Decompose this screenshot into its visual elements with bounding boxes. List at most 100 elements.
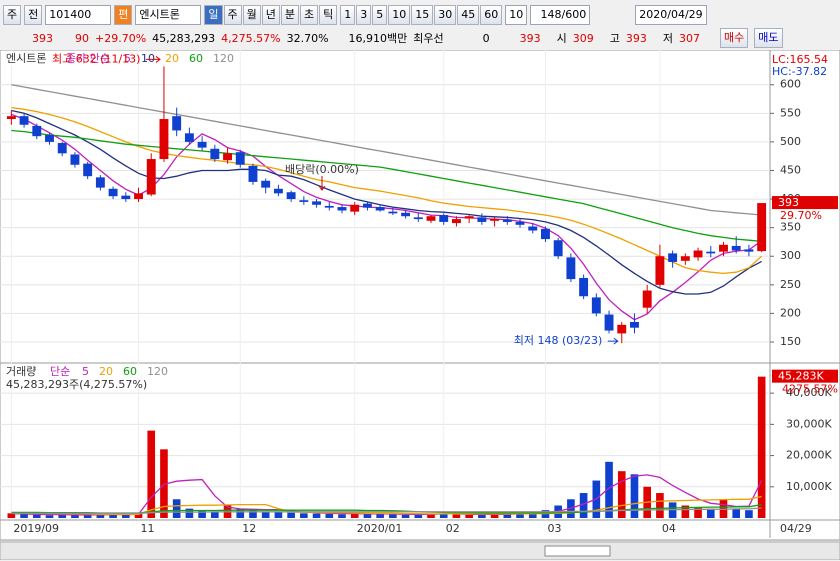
candle-body	[362, 203, 372, 208]
period-button[interactable]: 초	[300, 5, 319, 25]
volume-bar	[147, 430, 156, 518]
y-tick-label: 550	[780, 106, 801, 119]
volume-bar	[363, 513, 372, 518]
scrollbar[interactable]	[0, 541, 840, 560]
open: 309	[572, 31, 594, 45]
y-tick-label: 30,000K	[786, 417, 832, 430]
candle-body	[731, 245, 741, 251]
y-tick-label: 350	[780, 221, 801, 234]
volume-bar	[452, 514, 461, 518]
minute-button[interactable]: 30	[434, 5, 457, 25]
volume-bar	[83, 515, 92, 518]
legend-entry: 20	[165, 52, 179, 65]
candle-body	[668, 253, 678, 262]
period-button[interactable]: 분	[280, 5, 299, 25]
last-volume-change: 4275.57%	[782, 383, 838, 396]
ma-line	[11, 495, 762, 515]
low: 307	[679, 31, 701, 45]
period-button[interactable]: 틱	[319, 5, 338, 25]
y-tick-label: 300	[780, 249, 801, 262]
period-button[interactable]: 년	[261, 5, 280, 25]
volume-bar	[745, 510, 753, 518]
count: 148/600	[530, 5, 591, 25]
volume-bar	[694, 507, 702, 518]
legend-entry: 20	[99, 365, 113, 378]
volume-bar	[630, 474, 639, 518]
volume-bar	[401, 514, 410, 518]
volume-bar	[681, 505, 690, 518]
prev-button[interactable]: 전	[24, 5, 43, 25]
buy-button[interactable]: 매수	[720, 28, 749, 48]
volume-bar	[249, 510, 257, 518]
candle-body	[235, 152, 245, 165]
amount: 16,910백만	[348, 32, 408, 45]
volume-bar	[134, 513, 143, 518]
volume-bar	[719, 499, 728, 518]
code-type[interactable]: 주	[3, 5, 22, 25]
candle-body	[172, 116, 182, 131]
candle-body	[19, 116, 29, 125]
last-volume-label: 45,283K	[778, 370, 824, 383]
low-annotation: 최저 148 (03/23)	[514, 334, 603, 347]
interval[interactable]: 10	[505, 5, 528, 25]
period-button[interactable]: 일	[204, 5, 223, 25]
volume-bar	[376, 514, 384, 518]
minute-button[interactable]: 45	[457, 5, 480, 25]
candle-body	[579, 277, 589, 297]
y-tick-label: 10,000K	[786, 480, 832, 493]
candle-body	[134, 193, 143, 200]
volume-bar	[45, 515, 54, 518]
minute-button[interactable]: 3	[356, 5, 372, 25]
minute-button[interactable]: 15	[411, 5, 434, 25]
hc-label: HC:-37.82	[772, 65, 827, 78]
volume-bar	[478, 514, 486, 518]
volume-bar	[96, 514, 105, 518]
period-button[interactable]: 주	[223, 5, 242, 25]
volume-bar	[7, 513, 16, 518]
volume-bar	[211, 511, 219, 518]
candle-body	[617, 324, 627, 334]
candle-body	[693, 250, 703, 258]
y-tick-label: 150	[780, 335, 801, 348]
candle-body	[604, 314, 614, 331]
legend-entry: 5	[82, 365, 89, 378]
candle-body	[375, 207, 385, 211]
candle-body	[553, 240, 563, 257]
candle-body	[337, 207, 347, 211]
vol-rate: 4,275.57%	[221, 31, 281, 45]
volume-bar	[579, 493, 588, 518]
candle-body	[515, 221, 525, 225]
volume-bar	[465, 514, 473, 518]
candle-body	[261, 180, 271, 188]
candle-body	[286, 192, 296, 200]
volume-bar	[198, 510, 206, 518]
candle-body	[70, 154, 80, 165]
minute-button[interactable]: 60	[480, 5, 503, 25]
candle-body	[388, 211, 398, 214]
candle-body	[642, 290, 652, 308]
volume-bar	[325, 513, 334, 518]
date[interactable]: 2020/04/29	[635, 5, 707, 25]
dividend-arrow	[318, 176, 326, 191]
sell-button[interactable]: 매도	[754, 28, 783, 48]
ma-line	[11, 84, 762, 216]
volume-bar	[236, 508, 245, 518]
minute-button[interactable]: 10	[388, 5, 411, 25]
volume-bar	[605, 461, 613, 518]
candle-body	[464, 216, 474, 219]
legend-entry: 60	[189, 52, 203, 65]
code-input[interactable]: 101400	[45, 5, 112, 25]
period-button[interactable]: 월	[242, 5, 261, 25]
last-volume-box	[772, 369, 838, 383]
volume-bar	[312, 513, 321, 518]
y-tick-label: 500	[780, 135, 801, 148]
volume-bar	[20, 514, 28, 518]
minute-button[interactable]: 1	[340, 5, 356, 25]
volume-bar	[121, 514, 130, 518]
candle-body	[273, 188, 283, 194]
minute-button[interactable]: 5	[372, 5, 388, 25]
candle-body	[57, 143, 67, 154]
scroll-thumb[interactable]	[544, 545, 611, 557]
candle-body	[324, 205, 334, 208]
